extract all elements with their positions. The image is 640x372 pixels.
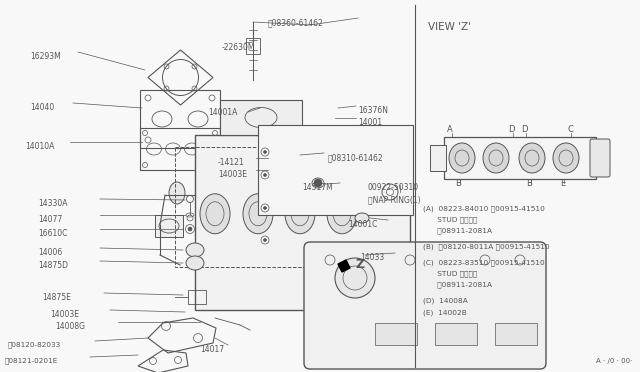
Text: (A)  08223-84010 Ⓦ00915-41510: (A) 08223-84010 Ⓦ00915-41510 [423, 205, 545, 212]
Text: C: C [567, 125, 573, 135]
Text: Ⓢ08310-61462: Ⓢ08310-61462 [328, 153, 383, 162]
Text: Z: Z [355, 258, 365, 271]
Text: Ⓑ08121-0201E: Ⓑ08121-0201E [5, 357, 58, 363]
Circle shape [264, 173, 266, 176]
Bar [435, 323, 477, 345]
Ellipse shape [186, 256, 204, 270]
Text: 14006: 14006 [38, 248, 62, 257]
Text: 14001A: 14001A [208, 108, 237, 117]
Text: 16610C: 16610C [38, 229, 67, 238]
Bar [430, 145, 446, 171]
Ellipse shape [327, 194, 357, 234]
Text: (C)  08223-83510 Ⓦ00915-41510: (C) 08223-83510 Ⓦ00915-41510 [423, 259, 545, 266]
Bar [444, 137, 596, 179]
Ellipse shape [285, 194, 315, 234]
Text: ⓈNAP RING(1): ⓈNAP RING(1) [368, 195, 420, 204]
Bar [220, 100, 302, 135]
Text: 00922-50310: 00922-50310 [368, 183, 419, 192]
Text: 14001: 14001 [358, 118, 382, 127]
Ellipse shape [449, 143, 475, 173]
Ellipse shape [519, 143, 545, 173]
Ellipse shape [186, 243, 204, 257]
Ellipse shape [243, 194, 273, 234]
Text: 16293M: 16293M [30, 52, 61, 61]
Circle shape [314, 179, 322, 187]
Text: (D)  14008A: (D) 14008A [423, 297, 468, 304]
Ellipse shape [355, 213, 369, 223]
Circle shape [264, 238, 266, 241]
Text: 14330A: 14330A [38, 199, 67, 208]
Text: 14001C: 14001C [348, 220, 378, 229]
Circle shape [264, 206, 266, 209]
Text: Ⓢ08360-61462: Ⓢ08360-61462 [268, 18, 324, 27]
Bar [155, 215, 183, 237]
Text: (E)  14002B: (E) 14002B [423, 310, 467, 317]
Text: -14121: -14121 [218, 158, 244, 167]
Text: E: E [561, 179, 566, 187]
Bar [258, 125, 413, 215]
Text: Ⓝ08911-2081A: Ⓝ08911-2081A [423, 281, 492, 288]
Ellipse shape [200, 194, 230, 234]
Circle shape [188, 227, 192, 231]
Circle shape [264, 151, 266, 154]
Text: 14003E: 14003E [218, 170, 247, 179]
Bar [246, 38, 260, 54]
Text: D: D [508, 125, 515, 135]
Polygon shape [338, 260, 350, 272]
Text: STUD スタッド: STUD スタッド [423, 216, 477, 222]
Text: 14017: 14017 [200, 345, 224, 354]
Text: Ⓑ08120-82033: Ⓑ08120-82033 [8, 341, 61, 347]
Text: 14033: 14033 [360, 253, 384, 262]
Text: 16376N: 16376N [358, 106, 388, 115]
Text: VIEW 'Z': VIEW 'Z' [428, 22, 471, 32]
Bar [140, 90, 220, 148]
Text: 14040: 14040 [30, 103, 54, 112]
Text: D: D [521, 125, 527, 135]
Ellipse shape [553, 143, 579, 173]
Text: 14875E: 14875E [42, 293, 71, 302]
Ellipse shape [169, 182, 185, 204]
Text: B: B [526, 179, 532, 187]
Circle shape [335, 258, 375, 298]
Text: 14875D: 14875D [38, 261, 68, 270]
Text: 14077: 14077 [38, 215, 62, 224]
Bar [175, 147, 410, 267]
Text: -22630M: -22630M [222, 43, 255, 52]
Text: STUD スタッド: STUD スタッド [423, 270, 477, 277]
Text: 14010A: 14010A [25, 142, 54, 151]
Text: B: B [455, 179, 461, 187]
Text: 14517M: 14517M [302, 183, 333, 192]
FancyBboxPatch shape [590, 139, 610, 177]
Ellipse shape [483, 143, 509, 173]
Bar [188, 290, 206, 304]
FancyBboxPatch shape [304, 242, 546, 369]
Bar [375, 323, 417, 345]
Text: A · /0 · 00·: A · /0 · 00· [596, 358, 632, 364]
Text: A: A [447, 125, 453, 135]
Bar [495, 323, 537, 345]
Text: 14003E: 14003E [50, 310, 79, 319]
Text: (B)  Ⓑ08120-8011A Ⓦ00915-41510: (B) Ⓑ08120-8011A Ⓦ00915-41510 [423, 243, 550, 250]
Text: 14008G: 14008G [55, 322, 85, 331]
Text: Ⓝ08911-2081A: Ⓝ08911-2081A [423, 227, 492, 234]
Bar [195, 135, 410, 310]
Bar [140, 128, 220, 170]
